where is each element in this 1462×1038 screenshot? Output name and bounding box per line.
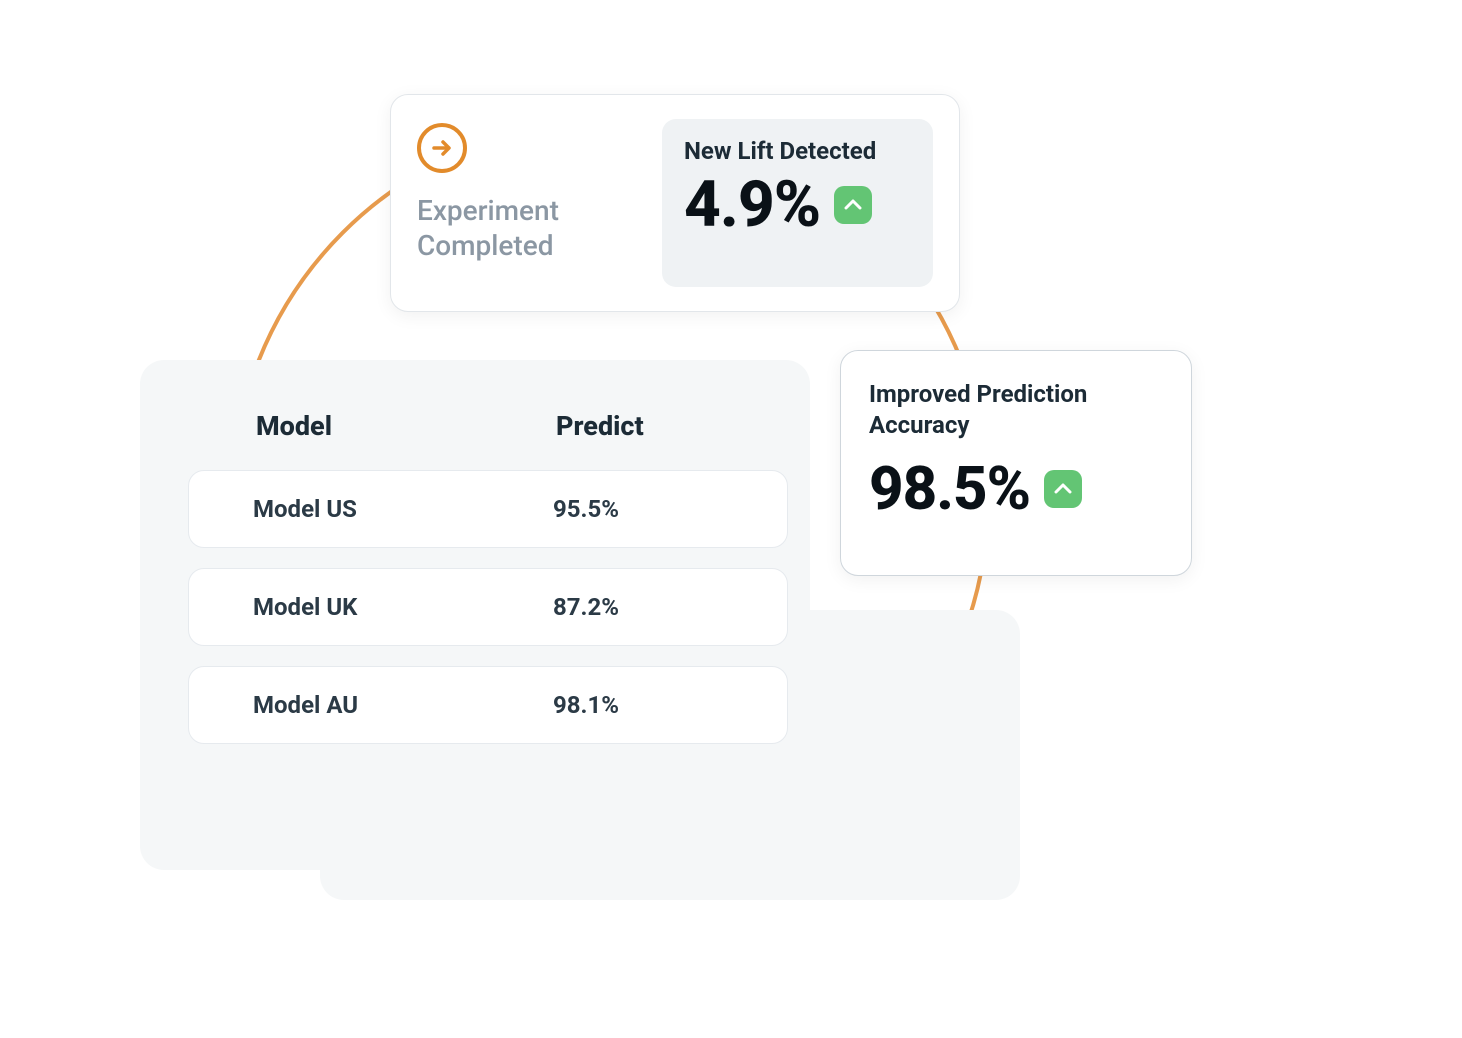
- accuracy-label: Improved Prediction Accuracy: [869, 379, 1163, 441]
- table-row: Model AU 98.1%: [188, 666, 788, 744]
- lift-value: 4.9%: [684, 173, 820, 237]
- column-header-predict: Predict: [556, 410, 644, 442]
- accuracy-card: Improved Prediction Accuracy 98.5%: [840, 350, 1192, 576]
- model-name: Model US: [253, 495, 553, 523]
- model-predict-value: 95.5%: [553, 495, 619, 523]
- model-predict-value: 98.1%: [553, 691, 619, 719]
- table-row: Model UK 87.2%: [188, 568, 788, 646]
- experiment-status: Experiment Completed: [417, 119, 662, 287]
- lift-label: New Lift Detected: [684, 137, 876, 165]
- lift-value-row: 4.9%: [684, 173, 872, 237]
- model-name: Model UK: [253, 593, 553, 621]
- accuracy-value: 98.5%: [869, 459, 1030, 519]
- model-table: Model Predict Model US 95.5% Model UK 87…: [188, 382, 788, 764]
- lift-panel: New Lift Detected 4.9%: [662, 119, 933, 287]
- accuracy-value-row: 98.5%: [869, 459, 1163, 519]
- experiment-card: Experiment Completed New Lift Detected 4…: [390, 94, 960, 312]
- arrow-right-circle-icon: [417, 123, 467, 173]
- trend-up-icon: [1044, 470, 1082, 508]
- model-predict-value: 87.2%: [553, 593, 619, 621]
- experiment-status-label: Experiment Completed: [417, 193, 662, 263]
- model-name: Model AU: [253, 691, 553, 719]
- table-row: Model US 95.5%: [188, 470, 788, 548]
- stage: Experiment Completed New Lift Detected 4…: [140, 70, 1240, 970]
- column-header-model: Model: [256, 410, 556, 442]
- trend-up-icon: [834, 186, 872, 224]
- model-table-header: Model Predict: [188, 382, 788, 470]
